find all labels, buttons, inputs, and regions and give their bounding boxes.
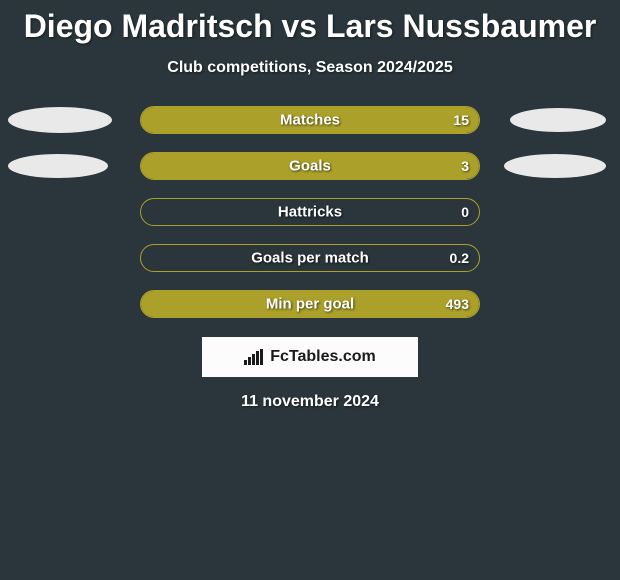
stats-container: Matches 15 Goals 3 Hattricks 0 Goals per match…: [0, 105, 620, 319]
avatar-right: [510, 108, 606, 132]
stat-value-right: 0: [461, 204, 469, 220]
bar-chart-icon: [244, 349, 264, 365]
avatar-right: [504, 154, 606, 178]
page-title: Diego Madritsch vs Lars Nussbaumer: [0, 0, 620, 45]
stat-label: Min per goal: [266, 296, 354, 313]
stat-value-right: 493: [446, 296, 469, 312]
stat-track: Goals 3: [140, 152, 480, 180]
stat-label: Goals: [289, 158, 331, 175]
avatar-left: [8, 107, 112, 133]
stat-row: Goals per match 0.2: [0, 243, 620, 273]
footer-date: 11 november 2024: [0, 393, 620, 411]
stat-value-right: 0.2: [450, 250, 469, 266]
stat-row: Goals 3: [0, 151, 620, 181]
stat-label: Matches: [280, 112, 340, 129]
stat-track: Matches 15: [140, 106, 480, 134]
stat-label: Goals per match: [251, 250, 369, 267]
stat-track: Hattricks 0: [140, 198, 480, 226]
stat-value-right: 3: [461, 158, 469, 174]
stat-row: Min per goal 493: [0, 289, 620, 319]
stat-row: Matches 15: [0, 105, 620, 135]
avatar-left: [8, 154, 108, 178]
brand-text: FcTables.com: [270, 348, 376, 366]
brand-badge: FcTables.com: [202, 337, 418, 377]
page-subtitle: Club competitions, Season 2024/2025: [0, 59, 620, 77]
stat-track: Goals per match 0.2: [140, 244, 480, 272]
stat-value-right: 15: [453, 112, 469, 128]
stat-row: Hattricks 0: [0, 197, 620, 227]
stat-label: Hattricks: [278, 204, 342, 221]
stat-track: Min per goal 493: [140, 290, 480, 318]
